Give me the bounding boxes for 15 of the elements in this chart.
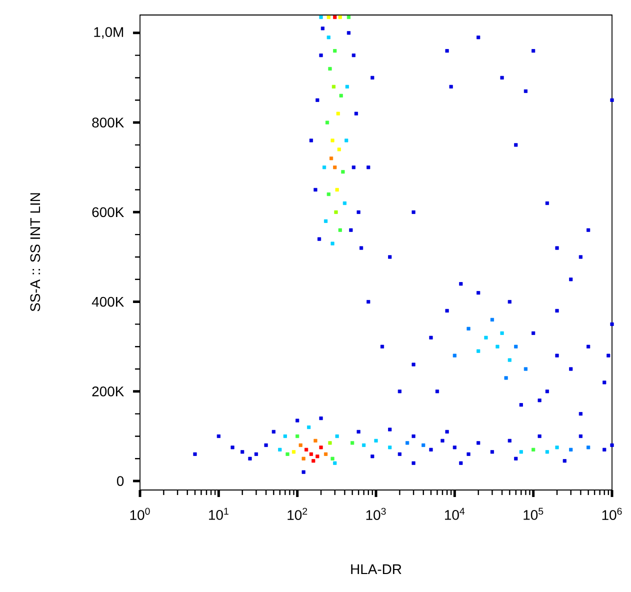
x-tick-label: 10$^{3}$ [366, 508, 386, 520]
y-tick-label: 0 [116, 476, 124, 486]
x-tick-label: 10$^{2}$ [288, 508, 308, 520]
y-tick-label: 200K [92, 386, 124, 396]
x-tick-label: 10$^{6}$ [602, 508, 622, 520]
x-tick-label: 10$^{5}$ [524, 508, 544, 520]
y-tick-label: 600K [92, 207, 124, 218]
y-tick-label: 400K [92, 296, 124, 307]
x-tick-label: 10$^{4}$ [445, 508, 465, 520]
y-tick-label: 800K [92, 118, 124, 128]
y-axis-title: SS-A :: SS INT LIN [30, 193, 40, 312]
x-tick-label: 10$^{0}$ [130, 508, 150, 520]
x-axis-title: HLA-DR [351, 564, 402, 574]
x-tick-label: 10$^{1}$ [209, 508, 228, 520]
y-tick-label: 1,0M [94, 27, 124, 39]
